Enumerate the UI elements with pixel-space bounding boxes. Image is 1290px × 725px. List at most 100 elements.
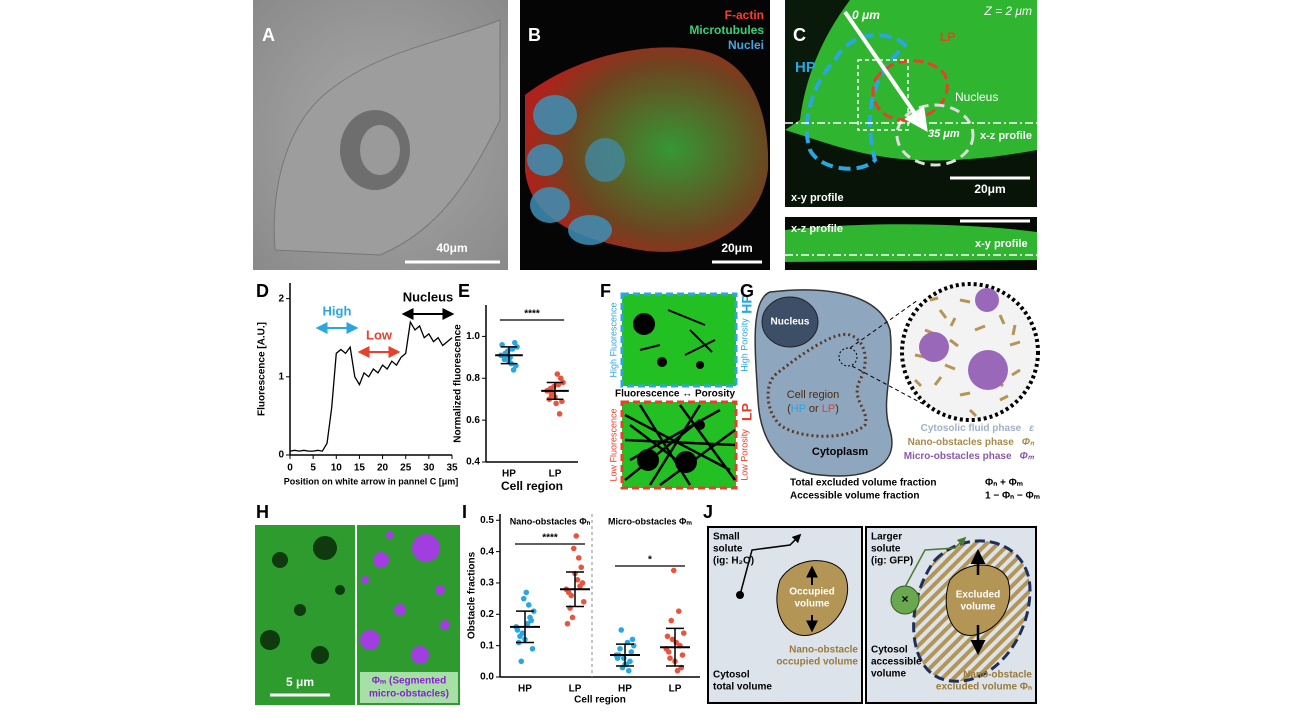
annotation: Nucleus — [403, 289, 454, 304]
obstacle — [675, 451, 697, 473]
point — [518, 658, 525, 665]
panel-label: J — [703, 502, 713, 522]
point — [520, 595, 527, 602]
y-tick-label: 0.4 — [480, 546, 494, 557]
point — [575, 555, 582, 561]
solute — [736, 591, 744, 599]
nucleus-label: Nucleus — [955, 90, 998, 104]
scale-label: 20μm — [721, 241, 752, 255]
j-label: volume — [960, 602, 995, 613]
filaments — [624, 404, 737, 487]
fraction-formula: Φₙ + Φₘ — [985, 478, 1023, 489]
nucleus-detail — [360, 125, 400, 175]
point — [523, 589, 530, 596]
xy-caption: x-y profile — [791, 192, 844, 204]
point — [529, 645, 536, 652]
point — [680, 630, 687, 636]
nucleus-outline — [895, 103, 975, 167]
x-tick-label: 15 — [354, 463, 366, 474]
y-axis-label: Fluorescence [A.U.] — [257, 322, 268, 416]
hp-region — [804, 33, 908, 171]
nucleus — [585, 138, 625, 182]
phase-symbol: Φₘ — [1020, 451, 1035, 462]
panel-label: G — [740, 281, 754, 301]
panel-label: I — [462, 502, 467, 522]
point — [614, 655, 621, 661]
point — [669, 636, 676, 643]
obstacle — [695, 420, 705, 430]
y-axis-label: Obstacle fractions — [467, 551, 478, 639]
point — [557, 375, 564, 382]
lp-label: LP — [739, 403, 755, 421]
point — [627, 658, 633, 665]
j-label: Small — [713, 532, 740, 543]
side-label: Low Porosity — [739, 429, 749, 481]
overlay-label: Φₘ (Segmented — [372, 676, 446, 687]
j-label: Occupied — [789, 587, 835, 598]
obstacle — [633, 313, 655, 335]
nucleus — [530, 187, 570, 223]
z-label: Z = 2 μm — [983, 4, 1032, 18]
point — [670, 567, 677, 574]
point — [674, 667, 681, 674]
obstacle — [696, 361, 704, 369]
point — [580, 598, 587, 605]
annotation: High — [323, 303, 352, 318]
x-tick-label: 10 — [331, 463, 343, 474]
x-tick-label: HP — [618, 684, 632, 695]
channel-label: F-actin — [725, 8, 764, 22]
panel-c: C 0 μm LP Z = 2 μm HP Nucleus 35 μm x-z … — [785, 0, 1037, 270]
panel-a: A 40μm — [253, 0, 508, 270]
j-label: total volume — [713, 682, 772, 693]
background — [785, 130, 1037, 207]
point — [664, 633, 671, 640]
j-label: accessible — [871, 657, 922, 668]
x-tick-label: 5 — [310, 463, 316, 474]
x-axis-label: Cell region — [574, 695, 626, 706]
fraction-formula: 1 − Φₙ − Φₘ — [985, 491, 1040, 502]
fraction-name: Total excluded volume fraction — [790, 478, 937, 489]
obstacle — [637, 449, 659, 471]
point — [524, 620, 531, 627]
zoom-source — [838, 347, 858, 367]
hp-label: HP — [795, 59, 816, 76]
channel-label: Nuclei — [728, 38, 764, 52]
cell — [525, 47, 769, 252]
nano-obstacle — [945, 564, 1011, 636]
phase-name: Micro-obstacles phase — [904, 451, 1012, 462]
solute-path — [739, 533, 802, 596]
zoom-box — [857, 59, 909, 131]
strip-caption: x-z profile — [791, 223, 843, 235]
side-label: High Porosity — [739, 318, 749, 372]
x-tick-label: 25 — [400, 463, 412, 474]
obstacle — [657, 357, 667, 367]
lp-label: LP — [940, 30, 955, 44]
j-label: Nano-obstacle — [789, 645, 858, 656]
j-label: solute — [713, 544, 743, 555]
y-axis-label: Normalized fluorescence — [453, 324, 464, 443]
point — [618, 627, 625, 633]
x-tick-label: 0 — [287, 463, 293, 474]
point — [667, 655, 673, 661]
panel-f: F High Fluorescence High Porosity HP Flu… — [600, 281, 755, 490]
relation: Fluorescence ↔ Porosity — [615, 389, 735, 400]
group-title: Nano-obstacles Φₙ — [510, 516, 591, 526]
fraction-name: Accessible volume fraction — [790, 491, 920, 502]
phase-label: Micro-obstacles phase Φₘ — [904, 451, 1035, 462]
micro-obstacle — [975, 288, 999, 312]
j-label: Excluded — [956, 590, 1000, 601]
fractions: Total excluded volume fraction Φₙ + Φₘ Acc… — [790, 478, 1040, 502]
segmented-spots — [360, 531, 450, 664]
y-tick-label: 0 — [278, 450, 284, 461]
x-tick-label: HP — [518, 684, 532, 695]
j-label: × — [901, 592, 908, 606]
scale-label: 40μm — [436, 241, 467, 255]
line — [289, 320, 453, 452]
background — [785, 0, 850, 130]
group-title: Micro-obstacles Φₘ — [608, 516, 692, 526]
point — [527, 614, 533, 621]
point — [548, 392, 555, 398]
y-tick-label: 1 — [278, 371, 284, 382]
